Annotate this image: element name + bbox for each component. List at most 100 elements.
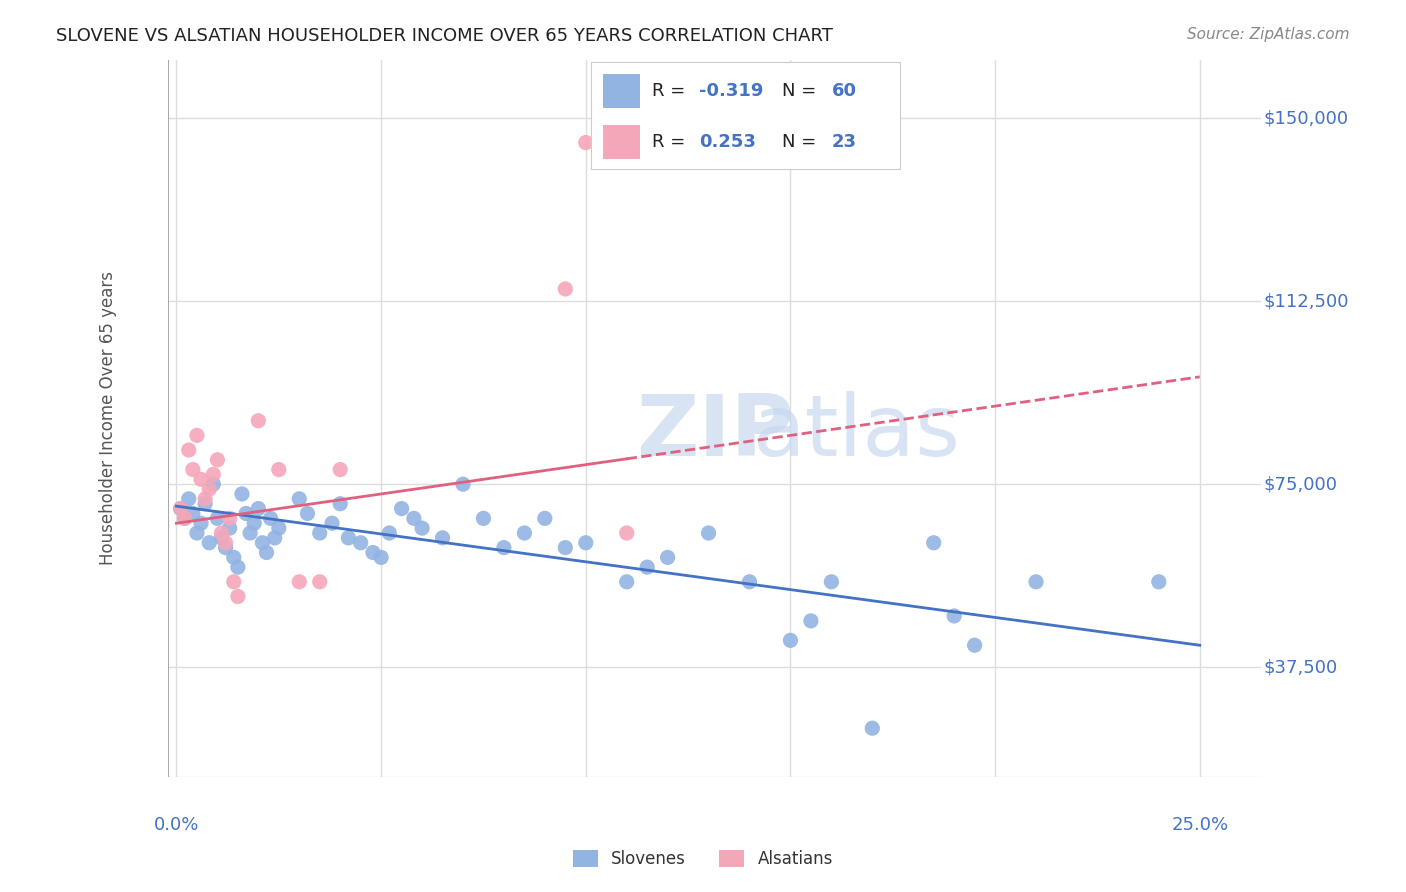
Point xyxy=(800,614,823,628)
Point xyxy=(239,526,262,541)
Point xyxy=(247,501,270,516)
Point xyxy=(616,574,638,589)
Point xyxy=(554,541,576,555)
Point xyxy=(198,482,221,496)
FancyBboxPatch shape xyxy=(603,74,640,109)
Point xyxy=(222,550,245,565)
Point xyxy=(207,452,229,467)
Point xyxy=(181,507,204,521)
Point xyxy=(202,467,225,482)
Text: 60: 60 xyxy=(832,82,856,100)
Text: $150,000: $150,000 xyxy=(1264,109,1348,128)
Text: -0.319: -0.319 xyxy=(699,82,763,100)
Text: Source: ZipAtlas.com: Source: ZipAtlas.com xyxy=(1187,27,1350,42)
Point xyxy=(321,516,343,531)
Point xyxy=(177,443,200,458)
Point xyxy=(575,136,598,150)
Point xyxy=(297,507,319,521)
Point xyxy=(190,472,212,486)
Point xyxy=(451,477,474,491)
Point xyxy=(252,535,274,549)
Text: N =: N = xyxy=(782,133,823,151)
Point xyxy=(616,526,638,541)
Text: ZIP: ZIP xyxy=(636,392,793,475)
Point xyxy=(186,526,208,541)
Point xyxy=(472,511,495,525)
Point xyxy=(288,574,311,589)
Point xyxy=(177,491,200,506)
Text: N =: N = xyxy=(782,82,823,100)
Point xyxy=(636,560,658,574)
Text: SLOVENE VS ALSATIAN HOUSEHOLDER INCOME OVER 65 YEARS CORRELATION CHART: SLOVENE VS ALSATIAN HOUSEHOLDER INCOME O… xyxy=(56,27,834,45)
Point xyxy=(202,477,225,491)
Point xyxy=(194,497,217,511)
Point xyxy=(1147,574,1170,589)
Point xyxy=(169,501,191,516)
Point xyxy=(263,531,285,545)
Point xyxy=(657,550,679,565)
FancyBboxPatch shape xyxy=(603,125,640,159)
Point xyxy=(256,545,278,559)
Point xyxy=(575,535,598,549)
Point xyxy=(860,721,883,735)
Point xyxy=(779,633,801,648)
Point xyxy=(697,526,720,541)
Text: $37,500: $37,500 xyxy=(1264,658,1337,676)
Point xyxy=(214,535,236,549)
Point xyxy=(391,501,413,516)
Point xyxy=(198,535,221,549)
Point xyxy=(222,574,245,589)
Point xyxy=(922,535,945,549)
Point xyxy=(173,511,195,525)
Text: 23: 23 xyxy=(832,133,856,151)
Point xyxy=(738,574,761,589)
Point xyxy=(288,491,311,506)
Point xyxy=(243,516,266,531)
Text: R =: R = xyxy=(652,82,692,100)
Point xyxy=(329,497,352,511)
Point xyxy=(259,511,281,525)
Text: 0.0%: 0.0% xyxy=(153,816,200,834)
Text: atlas: atlas xyxy=(752,392,960,475)
Point xyxy=(218,521,240,535)
Point xyxy=(214,541,236,555)
Point xyxy=(190,516,212,531)
Point xyxy=(378,526,401,541)
Point xyxy=(534,511,557,525)
Point xyxy=(432,531,454,545)
Point xyxy=(186,428,208,442)
Point xyxy=(337,531,360,545)
Point xyxy=(267,462,290,476)
Point xyxy=(194,491,217,506)
Point xyxy=(370,550,392,565)
Point xyxy=(329,462,352,476)
Text: $112,500: $112,500 xyxy=(1264,293,1348,310)
Point xyxy=(554,282,576,296)
Point xyxy=(308,526,330,541)
Text: 0.253: 0.253 xyxy=(699,133,755,151)
Point xyxy=(226,590,249,604)
Point xyxy=(267,521,290,535)
Text: 25.0%: 25.0% xyxy=(1171,816,1229,834)
Point xyxy=(513,526,536,541)
Text: Householder Income Over 65 years: Householder Income Over 65 years xyxy=(100,271,117,566)
Text: $75,000: $75,000 xyxy=(1264,475,1337,493)
Legend: Slovenes, Alsatians: Slovenes, Alsatians xyxy=(567,843,839,875)
Point xyxy=(492,541,515,555)
Text: R =: R = xyxy=(652,133,692,151)
Point xyxy=(963,638,986,652)
Point xyxy=(173,511,195,525)
Point xyxy=(820,574,842,589)
Point xyxy=(308,574,330,589)
Point xyxy=(361,545,384,559)
Point xyxy=(226,560,249,574)
Point xyxy=(350,535,373,549)
Point xyxy=(231,487,253,501)
Point xyxy=(943,609,966,624)
Point xyxy=(181,462,204,476)
Point xyxy=(211,526,233,541)
Point xyxy=(1025,574,1047,589)
Point xyxy=(247,414,270,428)
Point xyxy=(411,521,433,535)
Point xyxy=(235,507,257,521)
